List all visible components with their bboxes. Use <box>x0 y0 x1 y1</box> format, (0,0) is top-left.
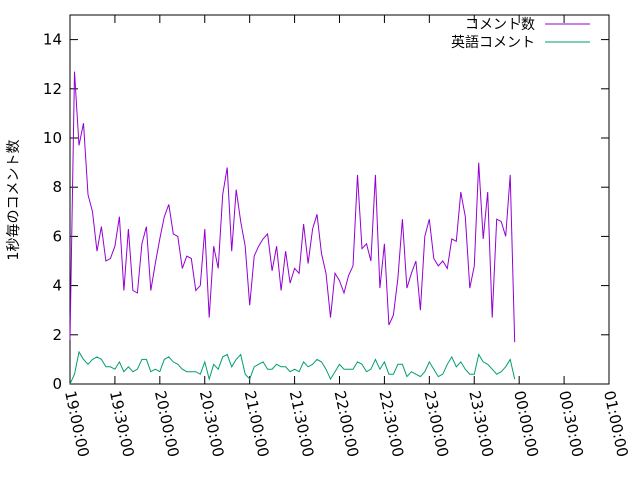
x-tick-label: 01:00:00 <box>600 389 632 459</box>
x-tick-label: 19:00:00 <box>61 389 93 459</box>
x-tick-label: 22:00:00 <box>331 389 363 459</box>
y-tick-label: 0 <box>52 375 62 393</box>
y-axis: 0 2 4 6 8 10 12 14 <box>43 31 609 393</box>
legend-label-1: 英語コメント <box>451 34 535 51</box>
plot-frame <box>69 14 610 385</box>
x-tick-label: 00:00:00 <box>510 389 542 459</box>
x-tick-label: 21:00:00 <box>241 389 273 459</box>
series-layer <box>69 71 516 385</box>
x-tick-label: 23:30:00 <box>465 389 497 459</box>
y-tick-label: 8 <box>52 178 62 196</box>
y-axis-label: 1秒毎のコメント数 <box>6 140 22 261</box>
y-tick-label: 12 <box>43 80 62 98</box>
x-tick-label: 20:30:00 <box>196 389 228 459</box>
series-line-1 <box>69 350 516 385</box>
series-line-0 <box>69 71 516 343</box>
legend-label-0: コメント数 <box>465 17 535 33</box>
x-tick-label: 19:30:00 <box>106 389 138 459</box>
x-tick-label: 00:30:00 <box>555 389 587 459</box>
y-tick-label: 4 <box>52 277 62 295</box>
y-tick-label: 14 <box>43 31 62 49</box>
x-tick-label: 21:30:00 <box>286 389 318 459</box>
y-tick-label: 2 <box>52 326 62 344</box>
x-tick-label: 22:30:00 <box>376 389 408 459</box>
x-tick-label: 23:00:00 <box>420 389 452 459</box>
x-tick-label: 20:00:00 <box>151 389 183 459</box>
y-tick-label: 10 <box>43 129 62 147</box>
y-tick-label: 6 <box>52 227 62 245</box>
